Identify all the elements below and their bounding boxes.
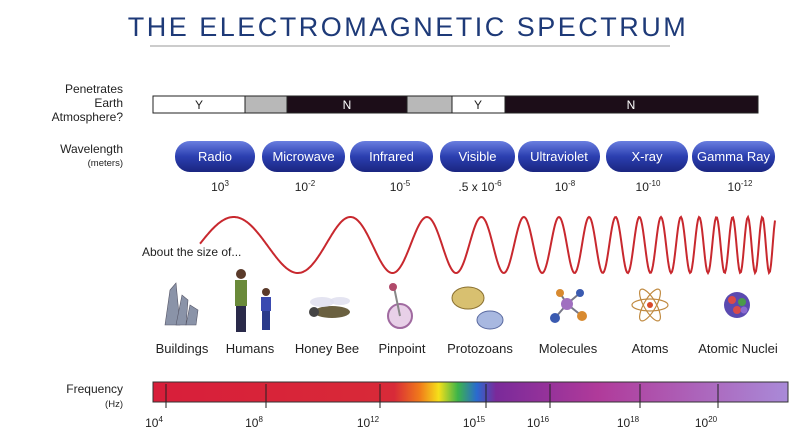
exponent: 4 (158, 415, 163, 424)
base: 10 (555, 180, 569, 194)
size-name: Atoms (632, 341, 669, 356)
wavelength-unit: (meters) (88, 158, 123, 169)
base: 10 (357, 416, 371, 430)
size-name: Pinpoint (379, 341, 426, 356)
frequency-bar (152, 381, 789, 403)
atmosphere-label: Atmosphere? (52, 110, 124, 124)
frequency-tick: 1015 (463, 415, 486, 430)
band-pill (692, 141, 775, 172)
base: 10 (245, 416, 259, 430)
frequency-tick: 108 (245, 415, 263, 430)
exponent: 16 (540, 415, 549, 424)
atmosphere-segment: N (343, 98, 352, 112)
exponent: 3 (224, 179, 229, 188)
base: .5 x 10 (458, 180, 494, 194)
wavelength-value: 10-12 (728, 179, 753, 194)
band-pill (175, 141, 255, 172)
exponent: 20 (708, 415, 717, 424)
wavelength-value: .5 x 10-6 (458, 179, 502, 194)
band-name: Ultraviolet (530, 149, 588, 164)
exponent: -6 (494, 179, 502, 188)
exponent: -5 (403, 179, 411, 188)
frequency-tick: 1020 (695, 415, 718, 430)
exponent: 18 (630, 415, 639, 424)
size-name: Molecules (539, 341, 598, 356)
base: 10 (390, 180, 404, 194)
base: 10 (636, 180, 650, 194)
exponent: -12 (741, 179, 753, 188)
band-name: Radio (198, 149, 232, 164)
size-name: Honey Bee (295, 341, 359, 356)
atmosphere-label: Penetrates (65, 82, 123, 96)
band-pill (606, 141, 688, 172)
exponent: -8 (568, 179, 576, 188)
exponent: -10 (649, 179, 661, 188)
atmosphere-bar (152, 95, 759, 114)
atmosphere-label: Earth (94, 96, 123, 110)
wavelength-value: 10-2 (295, 179, 316, 194)
band-name: Gamma Ray (697, 149, 770, 164)
frequency-tick: 1012 (357, 415, 380, 430)
wavelength-value: 10-5 (390, 179, 411, 194)
band-name: Visible (458, 149, 496, 164)
size-name: Buildings (156, 341, 209, 356)
frequency-tick: 1018 (617, 415, 640, 430)
frequency-tick: 104 (145, 415, 163, 430)
title: THE ELECTROMAGNETIC SPECTRUM (128, 12, 689, 42)
wavelength-value: 103 (211, 179, 229, 194)
size-name: Protozoans (447, 341, 513, 356)
wavelength-label: Wavelength (60, 142, 123, 156)
frequency-unit: (Hz) (105, 399, 123, 410)
atmosphere-segment: Y (195, 98, 203, 112)
base: 10 (211, 180, 225, 194)
exponent: 8 (258, 415, 263, 424)
atmosphere-segment: N (627, 98, 636, 112)
wavelength-value: 10-10 (636, 179, 661, 194)
wavelength-value: 10-8 (555, 179, 576, 194)
band-pill (518, 141, 600, 172)
size-name: Atomic Nuclei (698, 341, 778, 356)
frequency-tick: 1016 (527, 415, 550, 430)
size-name: Humans (226, 341, 275, 356)
base: 10 (295, 180, 309, 194)
base: 10 (695, 416, 709, 430)
band-name: Microwave (272, 149, 334, 164)
exponent: -2 (308, 179, 316, 188)
band-name: X-ray (631, 149, 663, 164)
atmosphere-segment: Y (474, 98, 482, 112)
size-label: About the size of... (142, 245, 241, 259)
frequency-label: Frequency (66, 382, 123, 396)
icons (164, 269, 750, 332)
band-pill (350, 141, 433, 172)
exponent: 12 (370, 415, 379, 424)
base: 10 (463, 416, 477, 430)
wave (199, 214, 776, 276)
band-pill (440, 141, 515, 172)
base: 10 (728, 180, 742, 194)
base: 10 (527, 416, 541, 430)
exponent: 15 (476, 415, 485, 424)
base: 10 (617, 416, 631, 430)
base: 10 (145, 416, 159, 430)
band-pill (262, 141, 345, 172)
band-name: Infrared (369, 149, 414, 164)
